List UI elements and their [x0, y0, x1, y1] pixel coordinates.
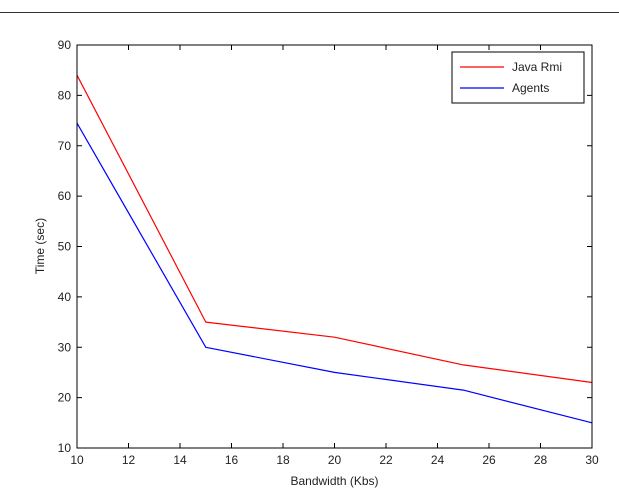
y-tick-label: 70	[58, 139, 72, 153]
y-axis-label: Time (sec)	[33, 218, 47, 274]
legend: Java Rmi Agents	[451, 51, 585, 104]
y-tick-label: 60	[58, 189, 72, 203]
series-layer	[76, 74, 593, 424]
y-tick-label: 30	[58, 340, 72, 354]
y-tick-label: 80	[58, 88, 72, 102]
legend-label-agents: Agents	[512, 81, 549, 95]
plot-frame	[76, 44, 593, 449]
top-rule	[0, 12, 619, 13]
x-tick-label: 26	[482, 453, 496, 467]
y-tick-label: 50	[58, 240, 72, 254]
x-tick-label: 20	[328, 453, 342, 467]
x-tick-label: 30	[585, 453, 599, 467]
series-line-java-rmi	[76, 74, 593, 384]
x-tick-label: 22	[379, 453, 393, 467]
x-tick-label: 28	[534, 453, 548, 467]
legend-label-java-rmi: Java Rmi	[512, 60, 562, 74]
x-tick-label: 14	[173, 453, 187, 467]
x-tick-label: 10	[70, 453, 84, 467]
y-tick-label: 20	[58, 391, 72, 405]
x-axis-ticks: 10 12 14 16 18 20 22 24 26 28 30	[70, 45, 599, 467]
x-tick-label: 18	[276, 453, 290, 467]
legend-box	[451, 51, 585, 104]
y-tick-label: 90	[58, 38, 72, 52]
x-tick-label: 16	[225, 453, 239, 467]
x-axis-label: Bandwidth (Kbs)	[290, 474, 378, 488]
x-tick-label: 12	[122, 453, 136, 467]
y-tick-label: 40	[58, 290, 72, 304]
series-line-agents	[76, 122, 593, 424]
y-tick-label: 10	[58, 441, 72, 455]
x-tick-label: 24	[431, 453, 445, 467]
